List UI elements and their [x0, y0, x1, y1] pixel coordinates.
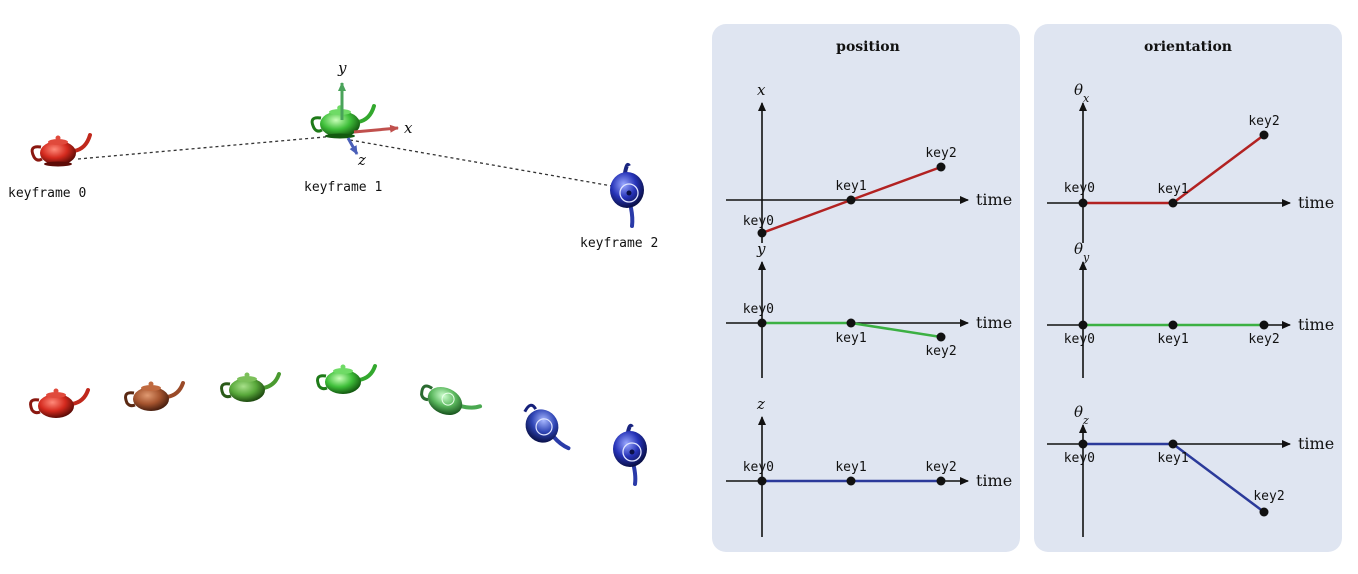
key1-label: key1 [835, 460, 866, 475]
interp-teapot-6 [523, 403, 571, 451]
orientation-panel-bg [1034, 24, 1342, 552]
interp-teapot-5 [420, 384, 483, 416]
position-panel: position x time key0 key1 key2 y time key0 key1 k… [712, 24, 1020, 552]
key0-point [1078, 198, 1088, 208]
key2-label: key2 [925, 460, 956, 475]
interp-teapot-4 [316, 364, 377, 394]
key0-label: key0 [743, 302, 774, 317]
time-label: time [976, 471, 1012, 490]
position-graph-0: x time key0 key1 key2 [726, 81, 1012, 243]
scene: y x z keyframe 0 keyframe 1 keyframe 2 [8, 59, 658, 486]
keyframe-2-label: keyframe 2 [580, 236, 658, 251]
key1-point [1168, 198, 1178, 208]
key0-label: key0 [743, 214, 774, 229]
time-label: time [1298, 434, 1334, 453]
time-label: time [1298, 315, 1334, 334]
keyframe-path-0-1 [77, 135, 337, 160]
time-label: time [976, 313, 1012, 332]
position-panel-bg [712, 24, 1020, 552]
axis-label: y [756, 240, 766, 258]
keyframe-1-label: keyframe 1 [304, 180, 382, 195]
position-graph-1: y time key0 key1 key2 [726, 240, 1012, 378]
orientation-title: orientation [1144, 39, 1232, 55]
key1-label: key1 [1157, 451, 1188, 466]
key1-point [846, 318, 856, 328]
keyframe-0-label: keyframe 0 [8, 186, 86, 201]
key1-point [1168, 320, 1178, 330]
interp-teapot-7 [613, 423, 647, 486]
scene-z-label: z [357, 151, 366, 169]
key1-label: key1 [835, 179, 866, 194]
key0-label: key0 [1064, 181, 1095, 196]
interpolated-sequence [29, 364, 647, 486]
key1-label: key1 [1157, 182, 1188, 197]
time-label: time [976, 190, 1012, 209]
key2-label: key2 [925, 344, 956, 359]
key0-point [757, 318, 767, 328]
interp-teapot-1 [29, 388, 90, 418]
key2-label: key2 [1253, 489, 1284, 504]
key1-point [846, 476, 856, 486]
position-graph-2: z time key0 key1 key2 [726, 395, 1012, 537]
key2-point [1259, 507, 1269, 517]
key0-label: key0 [743, 460, 774, 475]
scene-x-label: x [404, 119, 413, 137]
key2-point [936, 162, 946, 172]
key0-label: key0 [1064, 451, 1095, 466]
teapot-keyframe-2 [610, 162, 644, 228]
key2-point [936, 332, 946, 342]
scene-y-label: y [337, 59, 347, 77]
key2-label: key2 [1248, 332, 1279, 347]
key0-point [757, 228, 767, 238]
interp-teapot-3 [220, 372, 281, 402]
key1-label: key1 [835, 331, 866, 346]
teapot-keyframe-0 [30, 133, 92, 167]
key2-point [936, 476, 946, 486]
key2-label: key2 [1248, 114, 1279, 129]
interp-teapot-2 [124, 381, 185, 411]
key2-point [1259, 320, 1269, 330]
key1-label: key1 [1157, 332, 1188, 347]
key0-point [1078, 439, 1088, 449]
key0-label: key0 [1064, 332, 1095, 347]
time-label: time [1298, 193, 1334, 212]
keyframe-path-1-2 [349, 139, 613, 187]
position-title: position [836, 39, 900, 55]
axis-label: x [757, 81, 766, 99]
x-axis-arrow [353, 124, 399, 134]
teapot-keyframe-1 [310, 104, 376, 139]
position-graphs: x time key0 key1 key2 y time key0 key1 key2 z time k… [726, 81, 1012, 537]
axis-label: z [756, 395, 765, 413]
key1-point [1168, 439, 1178, 449]
key2-label: key2 [925, 146, 956, 161]
key0-point [757, 476, 767, 486]
key0-point [1078, 320, 1088, 330]
z-axis-arrow [346, 137, 359, 155]
axis-gizmo: y x z [337, 59, 413, 169]
key2-point [1259, 130, 1269, 140]
key1-point [846, 195, 856, 205]
